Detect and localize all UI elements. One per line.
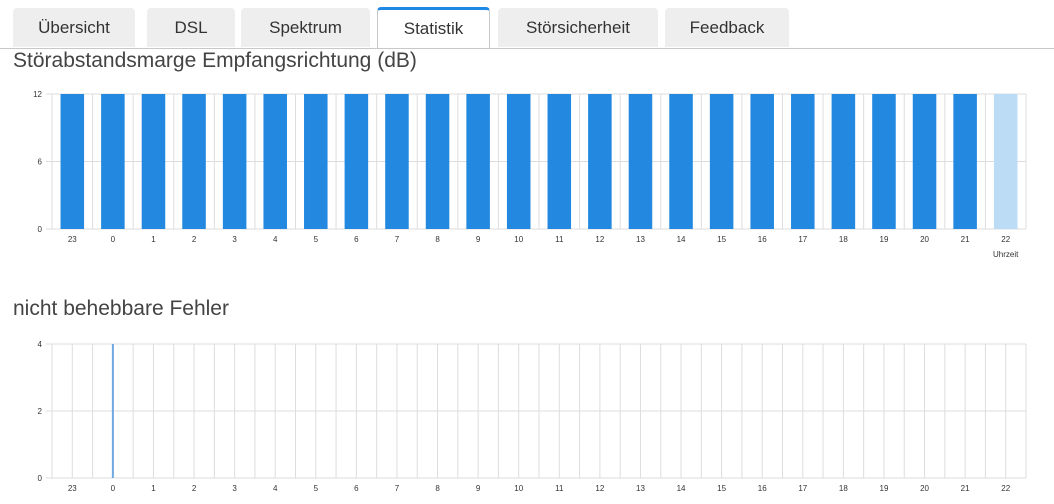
tab-feedback[interactable]: Feedback [665,8,789,47]
x-tick-label: 9 [476,235,481,244]
x-tick-label: 11 [555,235,564,244]
tab-bar: Übersicht DSL Spektrum Statistik Störsic… [0,0,1054,49]
x-tick-label: 2 [192,484,197,493]
bar[interactable] [101,94,125,229]
x-tick-label: 13 [636,235,645,244]
x-tick-label: 19 [880,235,889,244]
x-tick-label: 20 [920,235,929,244]
bar[interactable] [506,94,531,229]
bar[interactable] [628,94,653,229]
bar[interactable] [547,94,572,229]
bar[interactable] [466,94,490,229]
x-tick-label: 22 [1001,484,1010,493]
x-tick-label: 5 [314,484,319,493]
bar[interactable] [669,94,693,229]
bar[interactable] [709,94,734,229]
bar[interactable] [831,94,856,229]
tab-dsl[interactable]: DSL [147,8,235,47]
x-tick-label: 0 [111,484,116,493]
bar[interactable] [344,94,369,229]
x-tick-label: 7 [395,235,400,244]
x-tick-label: 10 [514,235,523,244]
x-tick-label: 16 [758,484,767,493]
bar[interactable] [750,94,774,229]
x-tick-label: 15 [717,484,726,493]
bar[interactable] [182,94,206,229]
x-tick-label: 19 [880,484,889,493]
x-tick-label: 1 [151,235,156,244]
x-tick-label: 12 [595,235,604,244]
tab-spektrum[interactable]: Spektrum [241,8,370,47]
x-tick-label: 10 [514,484,523,493]
bar[interactable] [425,94,450,229]
x-tick-label: 16 [758,235,767,244]
x-tick-label: 5 [314,235,319,244]
bar[interactable] [912,94,937,229]
tab-stoersicherheit[interactable]: Störsicherheit [498,8,658,47]
x-tick-label: 23 [68,484,77,493]
bar[interactable] [385,94,409,229]
x-tick-label: 7 [395,484,400,493]
y-tick-label: 0 [38,225,43,234]
bar[interactable] [263,94,287,229]
x-tick-label: 3 [232,235,237,244]
x-tick-label: 22 [1001,235,1010,244]
x-tick-label: 3 [232,484,237,493]
bar[interactable] [791,94,815,229]
x-tick-label: 4 [273,235,278,244]
x-tick-label: 18 [839,235,848,244]
x-tick-label: 8 [435,484,440,493]
bar[interactable] [993,94,1018,229]
y-tick-label: 2 [38,407,43,416]
x-tick-label: 9 [476,484,481,493]
x-tick-label: 17 [798,235,807,244]
x-tick-label: 8 [435,235,440,244]
x-tick-label: 23 [68,235,77,244]
tab-uebersicht[interactable]: Übersicht [13,8,135,47]
x-tick-label: 11 [555,484,564,493]
y-tick-label: 4 [38,340,43,349]
y-tick-label: 0 [38,474,43,483]
chart-title-uncorrectable-errors: nicht behebbare Fehler [13,297,229,320]
x-tick-label: 15 [717,235,726,244]
x-tick-label: 20 [920,484,929,493]
y-tick-label: 12 [33,90,42,99]
x-tick-label: 14 [677,484,686,493]
x-tick-label: 21 [961,235,970,244]
x-tick-label: 4 [273,484,278,493]
tab-statistik[interactable]: Statistik [377,7,490,48]
x-axis-title: Uhrzeit [993,250,1019,259]
x-tick-label: 1 [151,484,156,493]
bar[interactable] [304,94,328,229]
x-tick-label: 12 [595,484,604,493]
bar[interactable] [588,94,612,229]
x-tick-label: 2 [192,235,197,244]
x-tick-label: 14 [677,235,686,244]
x-tick-label: 17 [798,484,807,493]
y-tick-label: 6 [38,158,43,167]
x-tick-label: 18 [839,484,848,493]
bar[interactable] [141,94,166,229]
x-tick-label: 21 [961,484,970,493]
x-tick-label: 6 [354,484,359,493]
bar[interactable] [872,94,896,229]
x-tick-label: 6 [354,235,359,244]
bar[interactable] [222,94,247,229]
bar[interactable] [60,94,85,229]
bar[interactable] [953,94,977,229]
x-tick-label: 0 [111,235,116,244]
x-tick-label: 13 [636,484,645,493]
chart-title-snr-margin: Störabstandsmarge Empfangsrichtung (dB) [13,49,417,72]
